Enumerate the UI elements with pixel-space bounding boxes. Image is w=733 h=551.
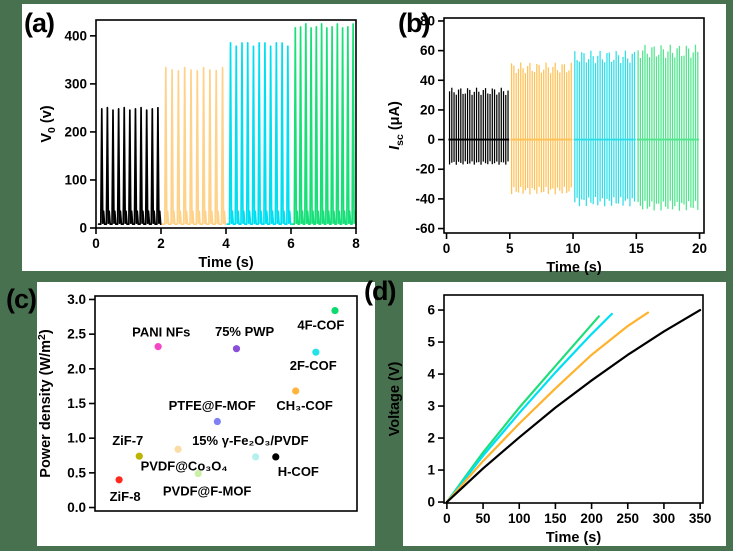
svg-text:20: 20: [692, 241, 707, 256]
svg-text:15: 15: [629, 241, 645, 256]
svg-text:350: 350: [689, 511, 712, 526]
svg-text:ZiF-8: ZiF-8: [110, 489, 141, 504]
svg-text:Power density (W/m2): Power density (W/m2): [37, 329, 54, 478]
svg-text:0: 0: [443, 241, 451, 256]
svg-text:-60: -60: [415, 221, 435, 236]
panel-a-label: (a): [24, 8, 55, 38]
svg-text:10: 10: [566, 241, 581, 256]
svg-text:PANI NFs: PANI NFs: [132, 325, 190, 340]
svg-text:H-COF: H-COF: [278, 464, 319, 479]
svg-text:Time (s): Time (s): [546, 260, 602, 276]
svg-text:3: 3: [427, 399, 435, 414]
figure-block-bottom-left: [37, 282, 375, 546]
panel-d-label: (d): [364, 276, 397, 306]
svg-text:200: 200: [64, 124, 87, 139]
panel-c-label: (c): [6, 284, 37, 314]
svg-text:-20: -20: [415, 162, 435, 177]
svg-text:Time (s): Time (s): [198, 255, 254, 271]
svg-text:400: 400: [64, 28, 87, 43]
svg-text:200: 200: [580, 511, 603, 526]
svg-text:300: 300: [653, 511, 676, 526]
svg-text:2.5: 2.5: [67, 327, 86, 342]
svg-text:0: 0: [92, 236, 100, 251]
svg-text:1: 1: [427, 463, 435, 478]
svg-text:ZiF-7: ZiF-7: [112, 433, 143, 448]
svg-text:3.0: 3.0: [67, 292, 86, 307]
svg-text:2: 2: [427, 431, 435, 446]
svg-text:2: 2: [157, 236, 165, 251]
svg-text:0: 0: [79, 221, 87, 236]
svg-text:4F-COF: 4F-COF: [297, 318, 344, 333]
svg-text:V0 (v): V0 (v): [39, 105, 58, 142]
svg-text:Voltage (V): Voltage (V): [387, 362, 403, 437]
svg-text:PVDF@F-MOF: PVDF@F-MOF: [163, 483, 252, 498]
svg-text:Isc (μA): Isc (μA): [387, 101, 406, 150]
svg-text:5: 5: [427, 335, 435, 350]
svg-text:250: 250: [616, 511, 639, 526]
svg-text:0.5: 0.5: [67, 465, 86, 480]
svg-text:6: 6: [287, 236, 295, 251]
svg-text:15% γ-Fe₂O₃/PVDF: 15% γ-Fe₂O₃/PVDF: [192, 433, 309, 448]
svg-text:2.0: 2.0: [67, 361, 86, 376]
svg-text:300: 300: [64, 76, 87, 91]
svg-text:8: 8: [352, 236, 360, 251]
svg-text:6: 6: [427, 303, 435, 318]
svg-text:150: 150: [544, 511, 567, 526]
svg-text:2F-COF: 2F-COF: [290, 358, 337, 373]
svg-text:50: 50: [476, 511, 491, 526]
svg-text:-40: -40: [415, 191, 435, 206]
svg-text:100: 100: [508, 511, 531, 526]
svg-text:1.5: 1.5: [67, 396, 86, 411]
svg-text:4: 4: [222, 236, 230, 251]
svg-text:100: 100: [64, 172, 87, 187]
svg-text:0.0: 0.0: [67, 500, 86, 515]
svg-text:80: 80: [420, 13, 435, 28]
panel-b-label: (b): [398, 8, 431, 38]
svg-text:5: 5: [506, 241, 514, 256]
svg-text:0: 0: [427, 495, 435, 510]
svg-text:0: 0: [443, 511, 451, 526]
svg-text:75% PWP: 75% PWP: [215, 324, 275, 339]
svg-text:Time (s): Time (s): [546, 530, 602, 546]
svg-text:PVDF@Co₃O₄: PVDF@Co₃O₄: [141, 458, 228, 473]
svg-text:4: 4: [427, 367, 435, 382]
svg-text:60: 60: [420, 43, 435, 58]
svg-text:CH₃-COF: CH₃-COF: [276, 398, 333, 413]
svg-text:0: 0: [427, 132, 435, 147]
svg-text:1.0: 1.0: [67, 431, 86, 446]
svg-text:20: 20: [420, 102, 435, 117]
svg-text:40: 40: [420, 73, 435, 88]
svg-text:PTFE@F-MOF: PTFE@F-MOF: [169, 398, 256, 413]
